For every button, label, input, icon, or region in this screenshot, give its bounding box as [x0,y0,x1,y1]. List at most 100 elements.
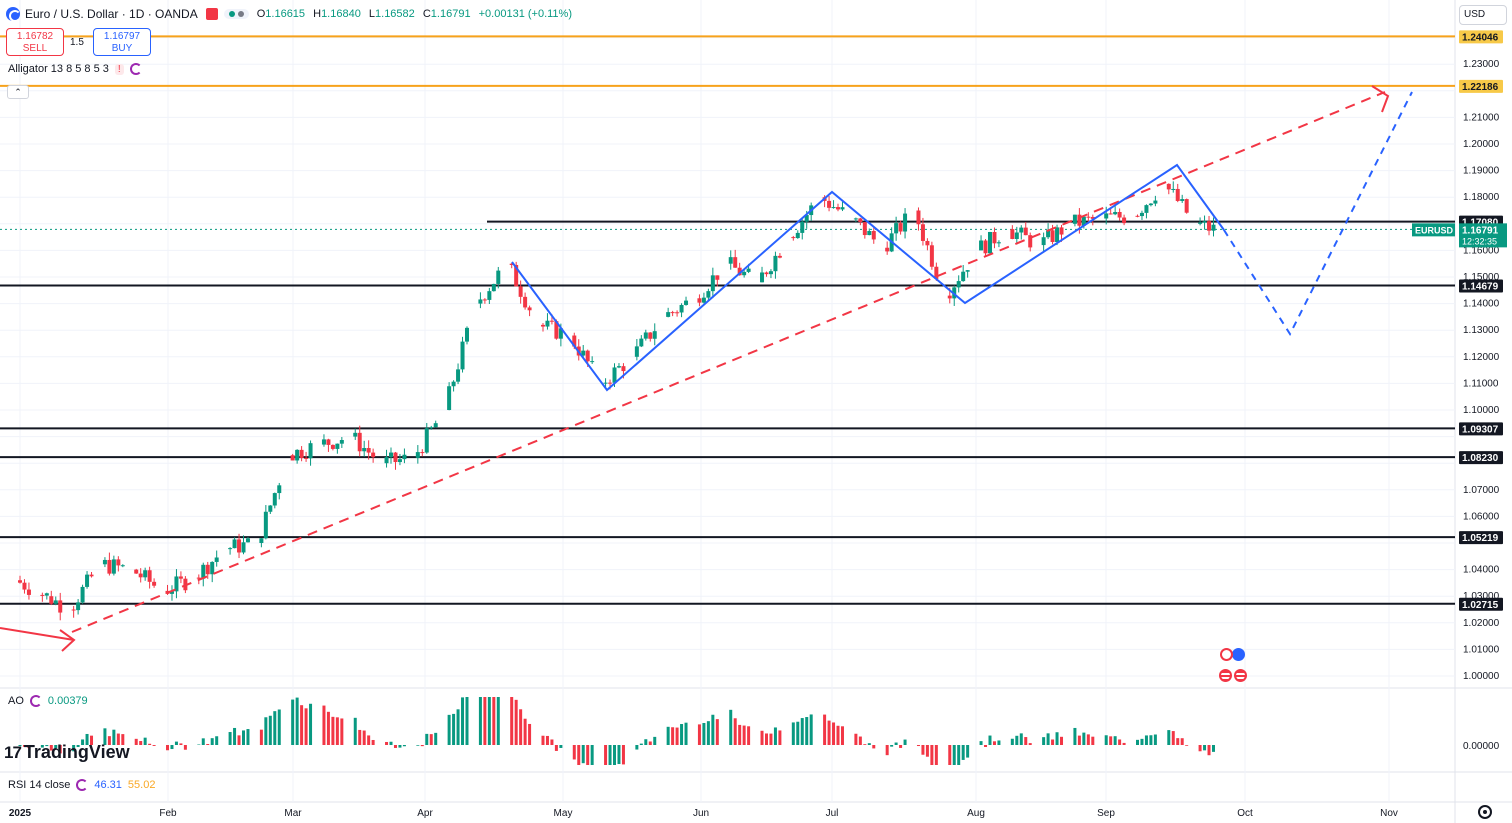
alligator-legend[interactable]: Alligator 13 8 5 8 5 3 ! [8,63,142,75]
us-flag-event-icon[interactable] [1234,669,1247,682]
candle-body [898,223,903,232]
ao-bar [116,733,120,745]
candle-body [389,452,394,458]
candle-body [415,452,420,458]
ao-bar [1051,739,1055,745]
buy-price: 1.16797 [103,31,141,42]
candle-body [540,324,545,327]
current-price-badge [1459,223,1507,248]
entry-arrow[interactable] [0,627,75,641]
economic-event-icon[interactable] [1232,648,1245,661]
ao-bar [577,745,581,765]
candle-body [420,452,425,454]
candle-body [554,321,559,339]
ao-bar [805,717,809,745]
ao-legend[interactable]: AO 0.00379 [8,695,88,707]
alligator-label: Alligator 13 8 5 8 5 3 [8,63,109,75]
candle-body [612,367,617,383]
candle-body [965,270,970,272]
ao-bar [1010,738,1014,745]
candle-body [643,332,648,339]
price-tick-label: 1.07000 [1463,485,1500,496]
ao-bar [729,709,733,745]
trend-line[interactable] [71,91,1386,633]
candle-body [424,428,429,453]
sell-button[interactable]: 1.16782 SELL [6,28,64,56]
ao-bar [916,745,920,747]
candle-body [871,231,876,240]
ao-bar [170,745,174,750]
candle-body [697,298,702,303]
ao-bar [885,745,889,756]
loading-icon [29,695,42,707]
ao-bar [45,745,49,747]
ao-bar [183,745,187,750]
ao-bar [322,705,326,745]
candle-body [232,539,237,549]
market-status-badge[interactable] [223,9,249,19]
candle-body [791,237,796,239]
economic-event-icon[interactable] [1220,648,1233,661]
ao-bar [1122,742,1126,745]
ao-bar [206,744,210,745]
ao-bar [367,735,371,745]
ao-bar [264,717,268,745]
alert-icon[interactable]: ! [114,63,124,75]
candle-body [549,320,554,322]
level-price-badge [1459,79,1503,93]
ao-bar [514,699,518,745]
candle-body [545,320,550,327]
ao-bar [179,743,183,745]
ao-bar [1118,739,1122,745]
candle-body [147,570,152,582]
level-price-badge [1459,597,1503,611]
ao-bar [295,697,299,745]
ao-bar [639,743,643,745]
ao-bar [402,745,406,747]
ao-bar [22,745,26,747]
us-flag-event-icon[interactable] [1219,669,1232,682]
rsi-value: 46.31 [94,779,122,791]
candle-body [138,573,143,578]
status-dot-icon [237,11,244,17]
price-tick-label: 1.16000 [1463,245,1500,256]
symbol-title[interactable]: Euro / U.S. Dollar · 1D · OANDA [25,7,198,21]
ao-bar [1144,735,1148,745]
candle-body [290,455,295,461]
candle-body [1059,227,1064,235]
currency-selector[interactable]: USD [1459,5,1507,25]
ao-bar [1211,745,1215,752]
buy-label: BUY [111,43,133,54]
candle-body [608,382,613,384]
market-flag-icon[interactable] [205,8,218,20]
candle-body [684,300,689,305]
buy-button[interactable]: 1.16797 BUY [93,28,151,56]
rsi-legend[interactable]: RSI 14 close 46.31 55.02 [8,779,155,791]
projected-path[interactable] [1223,91,1413,337]
candle-body [169,591,174,594]
level-price-badge [1459,279,1503,293]
ao-bar [528,723,532,745]
candle-body [947,295,952,299]
candle-body [840,207,845,210]
collapse-legend-button[interactable]: ⌃ [7,85,29,99]
candle-body [26,589,31,595]
ao-bar [1185,745,1189,746]
ao-bar [550,739,554,745]
zigzag-pattern[interactable] [511,163,1225,392]
ohlc-values: O1.16615 H1.16840 L1.16582 C1.16791 +0.0… [256,8,572,20]
ao-bar [742,725,746,745]
gear-icon[interactable] [1478,805,1492,819]
candle-body [760,272,765,283]
ao-bar [434,732,438,745]
tradingview-logo[interactable]: 17 TradingView [4,742,130,763]
ao-bar [1176,738,1180,745]
rsi-label: RSI 14 close [8,779,71,791]
ao-bar [85,733,89,745]
time-axis-label: May [554,808,573,819]
candle-body [205,564,210,575]
ao-bar [840,726,844,745]
ao-bar [747,726,751,745]
ao-bar [671,727,675,745]
